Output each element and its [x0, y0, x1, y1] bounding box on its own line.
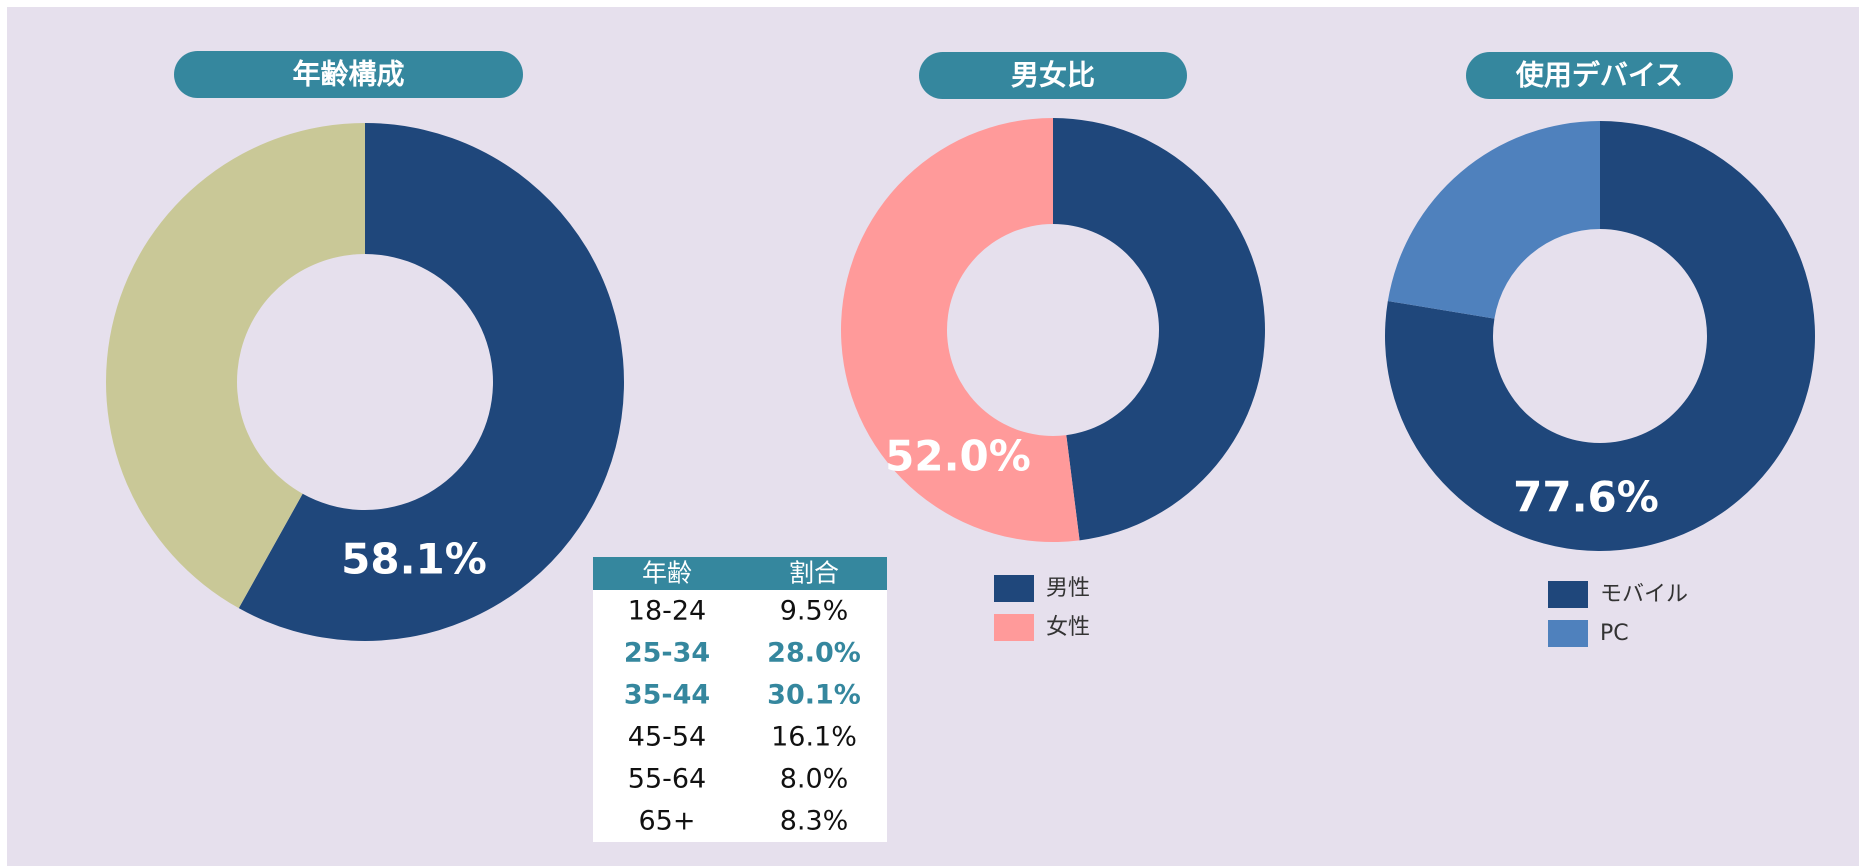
legend-label: 女性: [1046, 615, 1090, 640]
table-cell: 8.3%: [780, 806, 849, 837]
table-cell: 16.1%: [771, 722, 857, 753]
title-pill: [1466, 52, 1733, 99]
table-cell: 45-54: [628, 722, 706, 753]
donut-segment: [841, 118, 1080, 542]
table-cell: 28.0%: [767, 638, 861, 669]
legend-label: 男性: [1046, 576, 1090, 601]
chart-title: 年齢構成: [292, 58, 404, 91]
table-cell: 65+: [639, 806, 696, 837]
legend-swatch: [994, 614, 1034, 641]
title-pill: [919, 52, 1187, 99]
legend-swatch: [1548, 581, 1588, 608]
value-label: 58.1%: [341, 535, 487, 584]
table-cell: 35-44: [624, 680, 710, 711]
legend-label: モバイル: [1600, 582, 1688, 607]
legend-label: PC: [1600, 621, 1629, 646]
donut-segment: [1385, 121, 1815, 551]
table-header-bg: [593, 557, 887, 590]
value-label: 77.6%: [1513, 473, 1659, 522]
legend-swatch: [994, 575, 1034, 602]
chart-title: 使用デバイス: [1515, 59, 1683, 92]
table-cell: 25-34: [624, 638, 710, 669]
table-cell: 55-64: [628, 764, 706, 795]
legend-swatch: [1548, 620, 1588, 647]
table-cell: 30.1%: [767, 680, 861, 711]
table-cell: 9.5%: [780, 596, 849, 627]
donut-segment: [1387, 120, 1600, 319]
table-cell: 18-24: [628, 596, 706, 627]
table-cell: 8.0%: [780, 764, 849, 795]
table-bg: [593, 557, 887, 842]
table-header: 年齢: [642, 559, 692, 588]
donut-segment: [238, 123, 624, 641]
donut-segment: [105, 123, 365, 609]
donut-segment: [1053, 118, 1266, 541]
chart-title: 男女比: [1011, 59, 1095, 92]
table-header: 割合: [789, 559, 839, 588]
value-label: 52.0%: [885, 432, 1031, 481]
title-pill: [174, 51, 523, 98]
